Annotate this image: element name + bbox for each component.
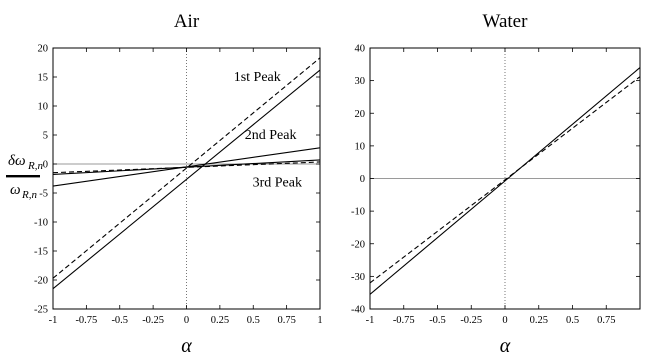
water-series-line-1-solid (370, 67, 640, 295)
water-x-tick-label: 0.75 (597, 315, 615, 326)
air-y-tick-label: -15 (34, 247, 48, 258)
air-annotation-1: 1st Peak (234, 70, 281, 85)
water-x-tick-label: -0.75 (393, 315, 415, 326)
water-y-tick-label: -40 (351, 305, 365, 316)
water-y-tick-label: -30 (351, 272, 365, 283)
ylabel-denominator: ω (10, 182, 21, 198)
air-x-tick-label: -1 (49, 315, 58, 326)
water-x-tick-label: -0.5 (429, 315, 446, 326)
air-x-tick-label: 0 (184, 315, 189, 326)
ylabel-numerator-subscript: R,n (27, 160, 43, 172)
water-panel-title: Water (483, 11, 529, 32)
ylabel-fraction-bar (6, 175, 40, 178)
air-y-tick-label: 5 (43, 131, 48, 142)
water-panel: -1 -0.75 -0.5 -0.25 0 0.25 0.5 0.75 -40 -30 -20 -10… (351, 11, 641, 357)
air-annotation-3: 3rd Peak (253, 176, 302, 191)
water-series-line-2-dashed (370, 76, 640, 284)
air-y-tick-label: -20 (34, 276, 48, 287)
water-y-tick-label: 10 (355, 141, 366, 152)
water-x-tick-label: -0.25 (460, 315, 482, 326)
water-y-tick-label: 20 (355, 109, 366, 120)
water-y-tick-label: 30 (355, 76, 366, 87)
air-series-line-5-dashed (53, 161, 320, 174)
ylabel-denominator-subscript: R,n (21, 189, 37, 201)
air-series-line-2-dashed (53, 57, 320, 279)
water-x-tick-label: 0.25 (530, 315, 548, 326)
air-annotation-2: 2nd Peak (245, 128, 297, 143)
air-y-tick-label: 0 (43, 160, 48, 171)
air-panel-title: Air (174, 11, 200, 32)
water-x-tick-label: 0 (502, 315, 507, 326)
air-x-tick-label: -0.5 (111, 315, 128, 326)
air-series-line-1-solid (53, 69, 320, 290)
water-y-tick-label: 0 (360, 174, 365, 185)
water-x-tick-label: 0.5 (566, 315, 579, 326)
air-x-tick-label: 0.5 (247, 315, 260, 326)
air-y-tick-label: -25 (34, 305, 48, 316)
air-x-tick-label: 1 (317, 315, 322, 326)
air-y-tick-label: 20 (38, 44, 49, 55)
air-panel: -1 -0.75 -0.5 -0.25 0 0.25 0.5 0.75 1 -25 -20 -15 -1… (34, 11, 323, 357)
air-y-tick-label: -5 (39, 189, 48, 200)
water-x-tick-label: -1 (366, 315, 375, 326)
water-x-axis-label: α (500, 335, 511, 357)
air-x-tick-label: -0.75 (75, 315, 97, 326)
air-x-tick-label: -0.25 (142, 315, 164, 326)
water-y-tick-label: -10 (351, 207, 365, 218)
y-axis-label: δω R,n ω R,n (6, 153, 43, 201)
air-series-line-4-solid (53, 159, 320, 175)
air-y-tick-label: 10 (38, 102, 49, 113)
air-x-tick-label: 0.25 (211, 315, 229, 326)
water-y-tick-label: -20 (351, 239, 365, 250)
air-x-axis-label: α (181, 335, 192, 357)
air-y-tick-label: 15 (38, 73, 49, 84)
water-y-tick-label: 40 (355, 44, 366, 55)
ylabel-numerator: δω (8, 153, 26, 169)
air-y-tick-label: -10 (34, 218, 48, 229)
air-x-tick-label: 0.75 (277, 315, 295, 326)
